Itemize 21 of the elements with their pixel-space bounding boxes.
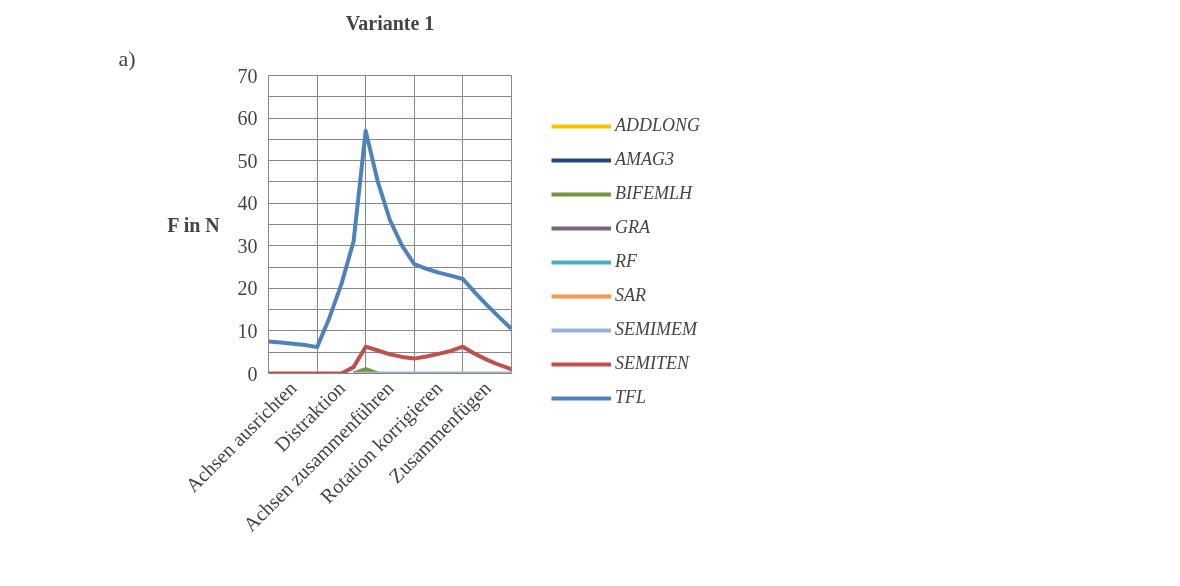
legend-label: SAR — [615, 285, 646, 306]
y-tick-label: 30 — [237, 234, 258, 257]
legend-label: BIFEMLH — [615, 183, 692, 204]
text: a) — [118, 45, 136, 71]
y-tick-label: 50 — [237, 149, 258, 172]
chart-title: Variante 1 — [345, 11, 435, 34]
legend-label: TFL — [615, 387, 647, 408]
y-tick-label: 70 — [237, 64, 258, 87]
legend-label: RF — [615, 251, 637, 272]
y-axis-title: F in N — [167, 213, 221, 236]
line-series — [268, 128, 512, 350]
legend-label: SEMITEN — [615, 353, 689, 374]
legend-label: SEMIMEM — [615, 319, 697, 340]
legend-label: GRA — [615, 217, 650, 238]
y-tick-label: 0 — [247, 362, 258, 385]
y-tick-label: 10 — [237, 319, 258, 342]
y-tick-label: 40 — [237, 192, 258, 215]
y-tick-label: 20 — [237, 277, 258, 300]
legend-label: ADDLONG — [615, 115, 701, 136]
y-tick-label: 60 — [237, 107, 258, 130]
legend-label: AMAG3 — [615, 149, 674, 170]
